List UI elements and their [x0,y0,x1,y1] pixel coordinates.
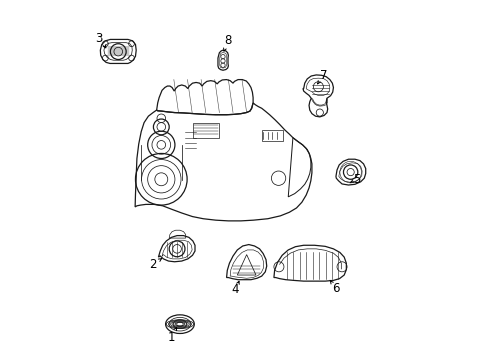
Text: 4: 4 [231,283,239,296]
Bar [192,123,219,138]
Text: 2: 2 [149,258,157,271]
Text: 7: 7 [319,69,326,82]
Text: 1: 1 [167,330,174,343]
Text: 6: 6 [331,282,339,295]
Text: 8: 8 [224,34,231,48]
Text: 5: 5 [352,173,359,186]
Text: 3: 3 [95,32,103,45]
Bar [261,130,282,140]
